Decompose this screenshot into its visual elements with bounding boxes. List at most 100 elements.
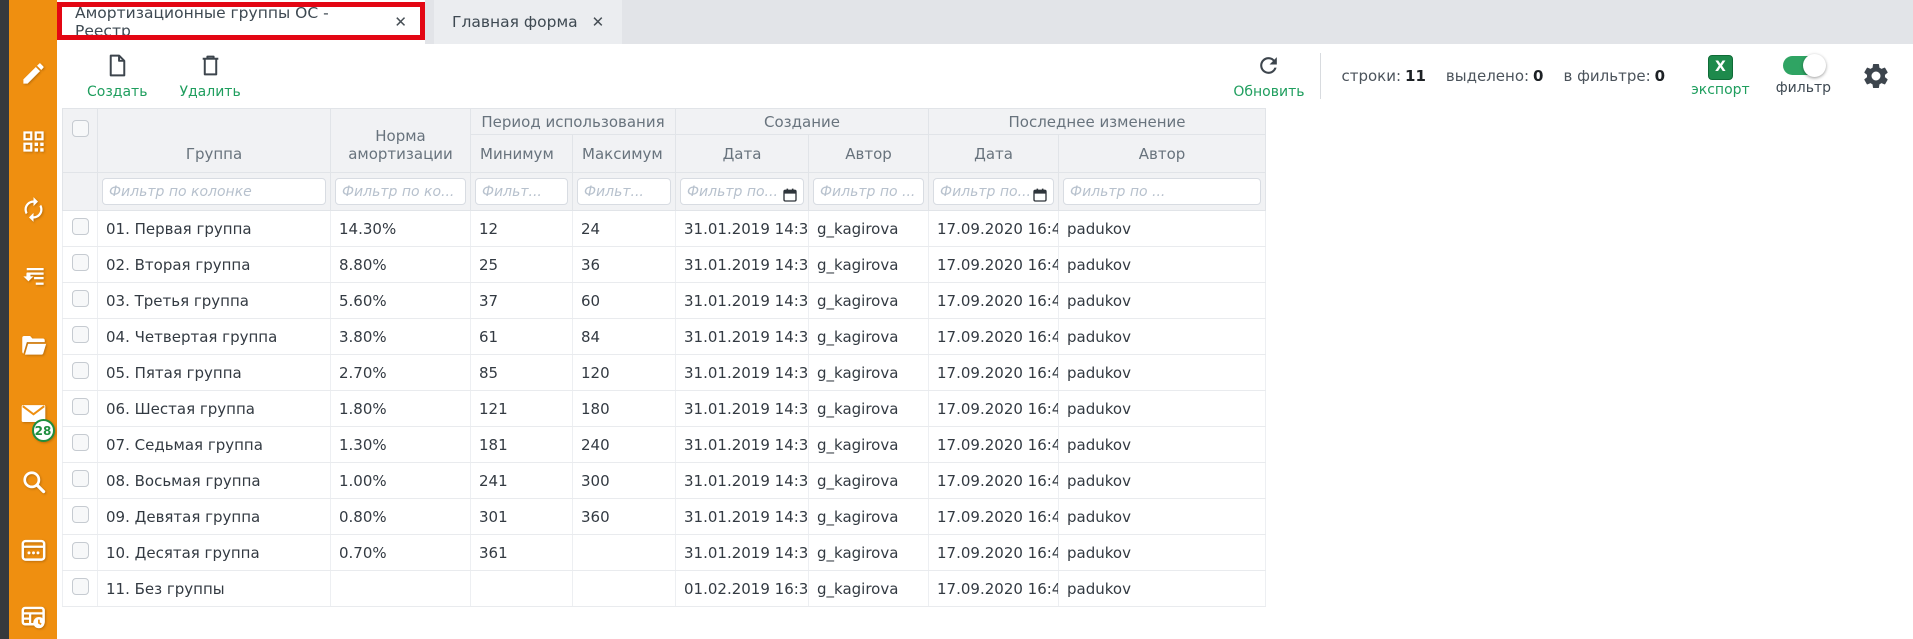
table-row[interactable]: 04. Четвертая группа 3.80% 61 84 31.01.2… — [62, 318, 1267, 355]
row-checkbox[interactable] — [71, 254, 89, 271]
row-checkbox[interactable] — [71, 290, 89, 307]
cell-modified-author: padukov — [1058, 354, 1267, 391]
row-checkbox[interactable] — [71, 470, 89, 487]
cell-modified-author: padukov — [1058, 282, 1267, 319]
pencil-icon[interactable] — [20, 60, 47, 87]
filter-row — [62, 172, 1267, 211]
tab-main-form[interactable]: Главная форма ✕ — [434, 0, 623, 44]
group-header-last-modified: Последнее изменение — [928, 108, 1267, 135]
table-row[interactable]: 01. Первая группа 14.30% 12 24 31.01.201… — [62, 210, 1267, 247]
cell-group: 09. Девятая группа — [97, 498, 331, 535]
filter-input-rate[interactable] — [335, 178, 466, 205]
create-button[interactable]: Создать — [87, 53, 147, 100]
toggle-on-icon[interactable] — [1783, 54, 1827, 77]
tab-amortization-groups[interactable]: Амортизационные группы ОС - Реестр ✕ — [57, 0, 425, 44]
table-row[interactable]: 06. Шестая группа 1.80% 121 180 31.01.20… — [62, 390, 1267, 427]
report-clock-icon[interactable] — [20, 604, 47, 631]
table-row[interactable]: 07. Седьмая группа 1.30% 181 240 31.01.2… — [62, 426, 1267, 463]
filter-input-max[interactable] — [577, 178, 671, 205]
cell-modified-date: 17.09.2020 16:48 — [928, 390, 1060, 427]
column-header-group[interactable]: Группа — [97, 108, 331, 173]
cell-rate: 3.80% — [330, 318, 471, 355]
tab-close-icon[interactable]: ✕ — [591, 13, 605, 31]
row-checkbox-cell — [62, 462, 98, 499]
cell-modified-date: 17.09.2020 16:48 — [928, 354, 1060, 391]
cell-modified-date: 17.09.2020 16:48 — [928, 498, 1060, 535]
delete-button[interactable]: Удалить — [179, 53, 241, 100]
row-checkbox[interactable] — [71, 506, 89, 523]
tab-label: Главная форма — [452, 13, 578, 31]
refresh-button[interactable]: Обновить — [1233, 53, 1304, 100]
calendar-icon[interactable] — [20, 536, 47, 563]
filter-input-group[interactable] — [102, 178, 326, 205]
column-header-created-author[interactable]: Автор — [807, 134, 930, 173]
qr-code-icon[interactable] — [20, 128, 47, 155]
export-button-label: экспорт — [1691, 81, 1750, 98]
column-header-rate[interactable]: Норма амортизации — [330, 108, 471, 173]
row-checkbox[interactable] — [71, 398, 89, 415]
cell-group: 05. Пятая группа — [97, 354, 331, 391]
row-checkbox[interactable] — [71, 434, 89, 451]
cell-modified-author: padukov — [1058, 570, 1267, 607]
export-list-icon[interactable] — [20, 264, 47, 291]
row-checkbox-cell — [62, 570, 98, 607]
cell-max: 36 — [572, 246, 676, 283]
select-all-checkbox[interactable] — [71, 120, 89, 137]
cell-max: 60 — [572, 282, 676, 319]
mail-icon[interactable]: 28 — [20, 400, 55, 442]
grid-header: Группа Норма амортизации Период использо… — [62, 108, 1267, 211]
sidebar: 28 — [0, 0, 57, 639]
filter-empty-cell — [62, 172, 98, 211]
column-header-max[interactable]: Максимум — [572, 134, 676, 173]
search-icon[interactable] — [20, 468, 47, 495]
tab-close-icon[interactable]: ✕ — [394, 13, 407, 31]
cell-group: 08. Восьмая группа — [97, 462, 331, 499]
folder-open-icon[interactable] — [20, 332, 47, 359]
settings-button[interactable] — [1861, 61, 1891, 91]
cell-created-author: g_kagirova — [807, 246, 930, 283]
row-checkbox[interactable] — [71, 542, 89, 559]
filter-input-modified-author[interactable] — [1063, 178, 1262, 205]
group-header-creation: Создание — [674, 108, 930, 135]
grid-counters: строки: 11 выделено: 0 в фильтре: 0 — [1341, 67, 1665, 85]
cell-rate: 8.80% — [330, 246, 471, 283]
row-checkbox[interactable] — [71, 326, 89, 343]
filter-input-min[interactable] — [475, 178, 568, 205]
cell-created-date: 31.01.2019 14:30 — [675, 246, 809, 283]
filter-toggle[interactable]: фильтр — [1776, 54, 1831, 96]
row-checkbox[interactable] — [71, 578, 89, 595]
row-checkbox[interactable] — [71, 362, 89, 379]
table-row[interactable]: 05. Пятая группа 2.70% 85 120 31.01.2019… — [62, 354, 1267, 391]
cell-created-date: 01.02.2019 16:35 — [675, 570, 809, 607]
sync-icon[interactable] — [20, 196, 47, 223]
sidebar-dark-strip — [0, 0, 9, 639]
cell-group: 06. Шестая группа — [97, 390, 331, 427]
cell-rate: 5.60% — [330, 282, 471, 319]
column-header-modified-date[interactable]: Дата — [928, 134, 1060, 173]
row-checkbox-cell — [62, 354, 98, 391]
cell-rate: 0.80% — [330, 498, 471, 535]
cell-group: 07. Седьмая группа — [97, 426, 331, 463]
table-row[interactable]: 10. Десятая группа 0.70% 361 31.01.2019 … — [62, 534, 1267, 571]
filter-input-modified-date[interactable] — [933, 178, 1055, 205]
table-row[interactable]: 09. Девятая группа 0.80% 301 360 31.01.2… — [62, 498, 1267, 535]
export-excel-button[interactable]: X экспорт — [1691, 54, 1750, 98]
rows-counter: строки: 11 — [1341, 67, 1426, 85]
excel-icon: X — [1707, 54, 1733, 80]
filter-input-created-date[interactable] — [680, 178, 804, 205]
column-header-min[interactable]: Минимум — [470, 134, 573, 173]
table-row[interactable]: 11. Без группы 01.02.2019 16:35 g_kagiro… — [62, 570, 1267, 607]
tab-bar: Амортизационные группы ОС - Реестр ✕ Гла… — [57, 0, 1913, 44]
row-checkbox-cell — [62, 210, 98, 247]
sidebar-icon-column: 28 — [9, 0, 57, 639]
column-header-modified-author[interactable]: Автор — [1058, 134, 1267, 173]
row-checkbox[interactable] — [71, 218, 89, 235]
column-header-created-date[interactable]: Дата — [675, 134, 809, 173]
row-checkbox-cell — [62, 426, 98, 463]
table-row[interactable]: 03. Третья группа 5.60% 37 60 31.01.2019… — [62, 282, 1267, 319]
filter-input-created-author[interactable] — [813, 178, 925, 205]
table-row[interactable]: 02. Вторая группа 8.80% 25 36 31.01.2019… — [62, 246, 1267, 283]
table-row[interactable]: 08. Восьмая группа 1.00% 241 300 31.01.2… — [62, 462, 1267, 499]
toggle-knob[interactable] — [1803, 54, 1827, 77]
